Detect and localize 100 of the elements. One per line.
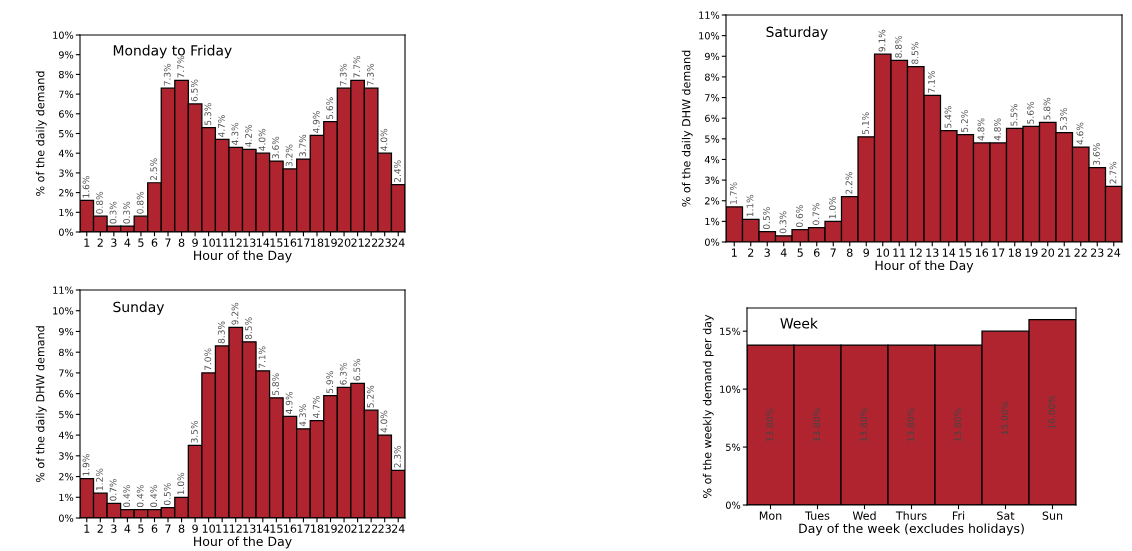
x-tick-label: 22 <box>1074 248 1087 257</box>
x-tick-label: 20 <box>337 524 351 533</box>
y-tick-label: 6% <box>59 390 74 398</box>
y-tick-label: 0% <box>704 238 720 246</box>
data-label: 1.0% <box>829 196 836 219</box>
data-label: 8.5% <box>245 317 252 340</box>
x-tick-label: 1 <box>84 524 90 533</box>
y-tick-label: 8% <box>58 70 74 79</box>
data-label: 4.9% <box>285 391 293 414</box>
data-label: 5.2% <box>961 110 968 132</box>
y-tick-label: 4% <box>58 149 74 158</box>
x-tick-label: 11 <box>216 524 229 533</box>
x-tick-label: 15 <box>270 524 283 533</box>
x-tick-label: Fri <box>952 511 965 520</box>
data-label: 4.7% <box>312 396 320 419</box>
data-label: 4.2% <box>245 124 252 147</box>
y-tick-label: 6% <box>705 114 720 123</box>
y-tick-label: 10% <box>720 385 741 393</box>
data-label: 7.3% <box>163 63 171 86</box>
data-label: 3.2% <box>285 144 293 167</box>
x-tick-label: 18 <box>1008 248 1022 257</box>
y-tick-label: 1% <box>705 217 720 226</box>
x-tick-label: 13 <box>243 238 256 247</box>
y-tick-label: 10% <box>53 307 74 315</box>
y-tick-label: 0% <box>58 514 74 522</box>
x-tick-label: 11 <box>893 248 906 257</box>
data-label: 0.5% <box>763 207 770 230</box>
data-label: 5.8% <box>272 373 279 396</box>
x-tick-label: 2 <box>97 524 103 533</box>
x-tick-label: 7 <box>165 238 171 247</box>
x-tick-label: 9 <box>192 524 198 533</box>
x-tick-label: 22 <box>364 238 378 247</box>
x-tick-label: 12 <box>229 238 242 247</box>
data-label: 0.3% <box>109 201 117 224</box>
x-tick-label: 8 <box>178 238 185 247</box>
data-label: 9.2% <box>231 302 239 325</box>
data-label: 3.6% <box>272 136 279 159</box>
data-label: 9.1% <box>878 29 886 52</box>
data-label: 0.7% <box>812 203 820 225</box>
x-tick-label: 18 <box>311 238 324 247</box>
data-label: 5.8% <box>1043 97 1051 120</box>
data-label: 1.7% <box>730 182 737 204</box>
y-tick-label: 10% <box>699 32 720 40</box>
x-tick-label: 6 <box>151 238 158 247</box>
x-tick-label: 21 <box>351 524 364 533</box>
x-tick-label: 4 <box>124 238 131 247</box>
data-label: 0.3% <box>123 201 131 224</box>
data-label: 0.7% <box>109 478 117 501</box>
x-tick-label: 19 <box>1025 248 1038 257</box>
y-tick-label: 5% <box>726 443 741 451</box>
x-tick-label: 9 <box>192 238 198 247</box>
y-tick-label: 3% <box>59 452 74 460</box>
y-tick-label: 5% <box>59 129 74 138</box>
data-label: 5.2% <box>366 385 374 408</box>
x-tick-label: 5 <box>138 524 144 533</box>
x-tick-label: 3 <box>764 248 770 257</box>
data-label: 7.1% <box>928 70 935 93</box>
x-tick-label: 2 <box>97 238 103 247</box>
data-label: 13.80% <box>813 408 821 442</box>
data-label: 4.8% <box>977 118 985 141</box>
x-tick-label: 19 <box>324 238 337 247</box>
data-label: 2.7% <box>1109 161 1117 184</box>
x-tick-label: 10 <box>202 238 215 247</box>
x-tick-label: 22 <box>364 524 378 533</box>
x-tick-label: 4 <box>124 524 131 533</box>
y-axis-title: % of the daily DHW demand <box>35 326 47 483</box>
y-axis-title: % of the weekly demand per day <box>702 314 714 498</box>
x-tick-label: 20 <box>337 238 351 247</box>
y-tick-label: 7% <box>59 369 74 377</box>
y-tick-label: 0% <box>58 228 74 236</box>
data-label: 13.80% <box>907 408 915 442</box>
x-tick-label: 3 <box>111 524 117 533</box>
x-tick-label: Wed <box>852 511 876 520</box>
data-label: 0.5% <box>163 483 171 505</box>
x-tick-label: 7 <box>830 248 836 257</box>
y-axis-title: % of the daily demand <box>35 71 47 196</box>
y-tick-label: 0% <box>725 501 741 509</box>
y-tick-label: 15% <box>720 327 741 336</box>
x-tick-label: 17 <box>992 248 1005 257</box>
data-label: 8.8% <box>895 35 902 58</box>
x-tick-label: Mon <box>759 511 782 520</box>
y-tick-label: 7% <box>705 94 720 102</box>
x-tick-label: 10 <box>202 524 215 533</box>
x-tick-label: Sat <box>997 511 1015 520</box>
x-tick-label: 12 <box>229 524 242 533</box>
y-axis-title: % of the daily DHW demand <box>681 50 693 207</box>
data-label: 0.8% <box>96 191 103 214</box>
y-tick-label: 2% <box>59 473 74 481</box>
x-tick-label: 23 <box>378 238 391 247</box>
x-tick-label: 12 <box>909 248 922 257</box>
y-tick-label: 2% <box>705 197 720 205</box>
data-label: 1.2% <box>96 468 103 491</box>
data-label: 6.3% <box>339 362 347 385</box>
x-axis-title: Day of the week (excludes holidays) <box>799 523 1024 536</box>
x-tick-label: 23 <box>1090 248 1104 257</box>
data-label: 8.5% <box>911 42 919 64</box>
data-label: 4.9% <box>312 111 320 134</box>
y-tick-label: 1% <box>59 208 74 217</box>
y-tick-label: 8% <box>58 348 74 357</box>
data-label: 0.3% <box>779 211 787 234</box>
